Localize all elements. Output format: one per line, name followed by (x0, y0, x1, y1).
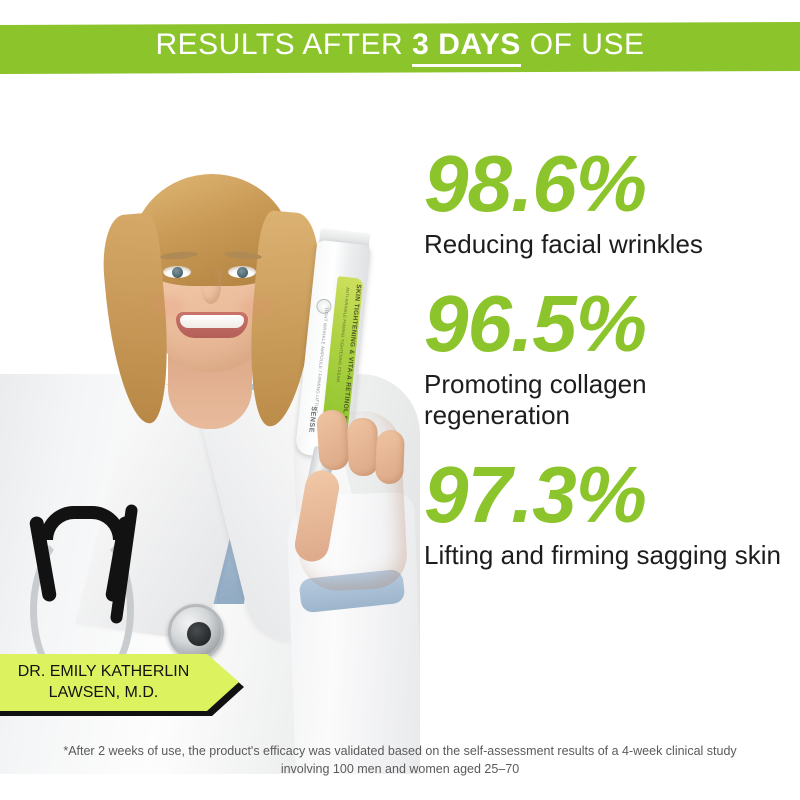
stat-item: 98.6% Reducing facial wrinkles (424, 139, 784, 260)
stat-label: Reducing facial wrinkles (424, 228, 703, 259)
disclaimer-text: *After 2 weeks of use, the product's eff… (63, 744, 737, 777)
eye-right (228, 266, 256, 278)
mouth (176, 312, 248, 338)
finger-index (315, 409, 351, 471)
iris-right (237, 267, 248, 278)
doctor-name-line2: LAWSEN, M.D. (48, 683, 159, 701)
stat-item: 96.5% Promoting collagen regeneration (424, 278, 784, 431)
name-badge-body: DR. EMILY KATHERLIN LAWSEN, M.D. (0, 654, 239, 711)
finger-ring (375, 429, 405, 485)
stat-label: Lifting and firming sagging skin (424, 539, 781, 570)
header-highlight: 3 DAYS (412, 28, 521, 67)
stat-value: 98.6% (424, 139, 647, 228)
stat-label: Promoting collagen regeneration (424, 368, 647, 430)
cheek-left (150, 296, 184, 318)
page-title: RESULTS AFTER 3 DAYS OF USE (156, 28, 645, 67)
doctor-name-badge: DR. EMILY KATHERLIN LAWSEN, M.D. (0, 654, 244, 716)
nose (201, 270, 221, 304)
stat-value: 96.5% (424, 278, 647, 368)
eye-left (163, 266, 191, 278)
doctor-name-line1: DR. EMILY KATHERLIN (17, 662, 190, 680)
stat-item: 97.3% Lifting and firming sagging skin (424, 450, 784, 571)
teeth (180, 315, 244, 328)
header-banner: RESULTS AFTER 3 DAYS OF USE (0, 22, 800, 74)
cheek-right (240, 296, 274, 318)
header-prefix: RESULTS AFTER (155, 27, 404, 61)
stethoscope-chestpiece (168, 604, 224, 660)
stats-list: 98.6% Reducing facial wrinkles 96.5% Pro… (424, 139, 784, 597)
stat-value: 97.3% (424, 450, 647, 540)
doctor-photo: SKIN TIGHTENING & VITA-A RETINOL SHOT AN… (0, 74, 420, 774)
header-suffix: OF USE (529, 27, 645, 61)
finger-middle (346, 417, 380, 477)
iris-left (172, 267, 183, 278)
